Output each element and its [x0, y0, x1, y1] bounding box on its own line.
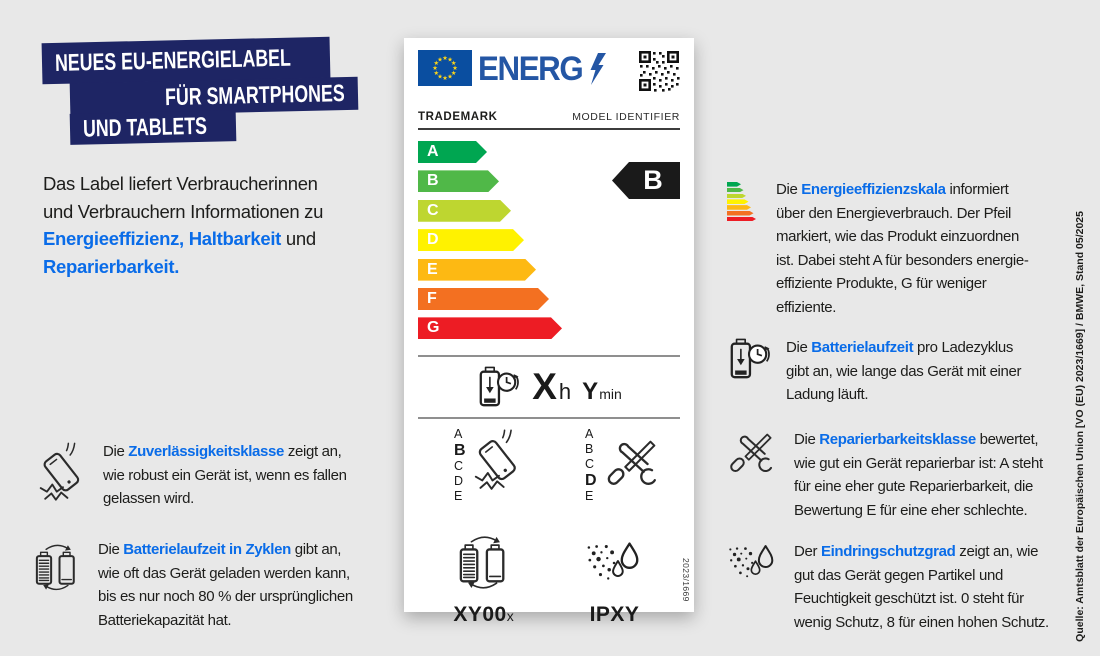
phone-drop-icon — [38, 440, 88, 511]
info-item-battery-cycles: Die Batterielaufzeit in Zyklen gibt an, … — [31, 538, 353, 632]
trademark-row: TRADEMARK MODEL IDENTIFIER — [418, 111, 680, 130]
svg-text:★: ★ — [442, 55, 448, 62]
reliability-class-pictogram: A B C D E — [418, 427, 549, 529]
divider — [418, 355, 680, 357]
svg-text:★: ★ — [451, 70, 457, 77]
battery-clock-icon — [479, 366, 520, 407]
svg-text:★: ★ — [437, 56, 443, 63]
dust-water-icon — [727, 540, 779, 634]
intro-paragraph: Das Label liefert Verbraucherinnen und V… — [43, 173, 324, 277]
repairability-class-pictogram: A B C D E — [549, 427, 680, 529]
info-item-battery-life: Die Batterielaufzeit pro Ladezyklus gibt… — [727, 336, 1022, 407]
eu-flag-icon: ★ ★★ ★★★ ★★★ ★★★ — [418, 50, 472, 86]
scale-arrow-a: A — [418, 141, 487, 163]
tools-icon — [607, 440, 657, 485]
battery-cycles-value: XY00x — [453, 603, 514, 626]
info-text-repairability: Die Reparierbarkeitsklasse bewertet, wie… — [794, 431, 1043, 519]
energy-label-card: ★ ★ ★ ★ ★ ★ ★ ★ ★ ★ ★ ★ ENERG — [404, 38, 694, 626]
info-item-ingress-protection: Der Eindringschutzgrad zeigt an, wie gut… — [727, 540, 1049, 634]
scale-arrow-b: B — [418, 170, 499, 192]
svg-text:★: ★ — [451, 60, 457, 67]
divider — [418, 417, 680, 419]
ingress-protection-value: IPXY — [589, 603, 640, 626]
banner-line-1: NEUES EU-ENERGIELABEL — [41, 36, 331, 85]
svg-text:★: ★ — [447, 56, 453, 63]
scale-arrow-f: F — [418, 288, 549, 310]
banner-line-3: UND TABLETS — [69, 110, 237, 145]
svg-text:★: ★ — [442, 75, 448, 82]
dust-water-icon — [587, 542, 638, 580]
efficiency-scale: A B C D E F G B — [418, 141, 680, 347]
info-item-repairability: Die Reparierbarkeitsklasse bewertet, wie… — [727, 428, 1043, 522]
battery-clock-icon — [727, 336, 771, 407]
info-text-reliability: Die Zuverlässigkeitsklasse zeigt an, wie… — [103, 443, 347, 507]
battery-cycles-pictogram: XY00x — [418, 529, 549, 627]
info-text-ingress-protection: Der Eindringschutzgrad zeigt an, wie gut… — [794, 543, 1049, 631]
scale-arrow-e: E — [418, 259, 536, 281]
source-note: Quelle: Amtsblatt der Europäischen Union… — [1074, 211, 1086, 642]
phone-drop-icon — [474, 429, 516, 490]
svg-text:★: ★ — [434, 70, 440, 77]
model-identifier-label: MODEL IDENTIFIER — [572, 111, 680, 123]
info-text-efficiency-scale: Die Energieeffizienzskala informiert übe… — [776, 181, 1029, 316]
info-text-battery-life: Die Batterielaufzeit pro Ladezyklus gibt… — [786, 339, 1022, 403]
label-pictogram-grid: A B C D E — [418, 427, 680, 627]
svg-text:★: ★ — [434, 60, 440, 67]
svg-text:★: ★ — [447, 74, 453, 81]
svg-text:★: ★ — [452, 65, 458, 72]
energ-logo-text: ENERG — [478, 50, 584, 88]
ingress-protection-pictogram: IPXY — [549, 529, 680, 627]
scale-arrow-c: C — [418, 200, 511, 222]
battery-cycles-icon — [459, 536, 504, 589]
lightning-bolt-icon — [590, 53, 607, 85]
info-text-battery-cycles: Die Batterielaufzeit in Zyklen gibt an, … — [98, 541, 353, 629]
svg-text:★: ★ — [437, 74, 443, 81]
qr-code — [638, 50, 680, 92]
info-item-efficiency-scale: Die Energieeffizienzskala informiert übe… — [727, 178, 1029, 319]
tools-icon — [727, 428, 779, 522]
energy-scale-icon — [727, 178, 761, 319]
scale-arrow-g: G — [418, 317, 562, 339]
trademark-label: TRADEMARK — [418, 111, 498, 123]
battery-cycles-icon — [31, 538, 83, 632]
scale-arrow-d: D — [418, 229, 524, 251]
svg-text:★: ★ — [432, 65, 438, 72]
regulation-reference: 2023/1669 — [681, 558, 691, 602]
label-header: ★ ★ ★ ★ ★ ★ ★ ★ ★ ★ ★ ★ ENERG — [418, 50, 680, 98]
rating-arrow: B — [612, 162, 680, 199]
info-item-reliability: Die Zuverlässigkeitsklasse zeigt an, wie… — [38, 440, 347, 511]
